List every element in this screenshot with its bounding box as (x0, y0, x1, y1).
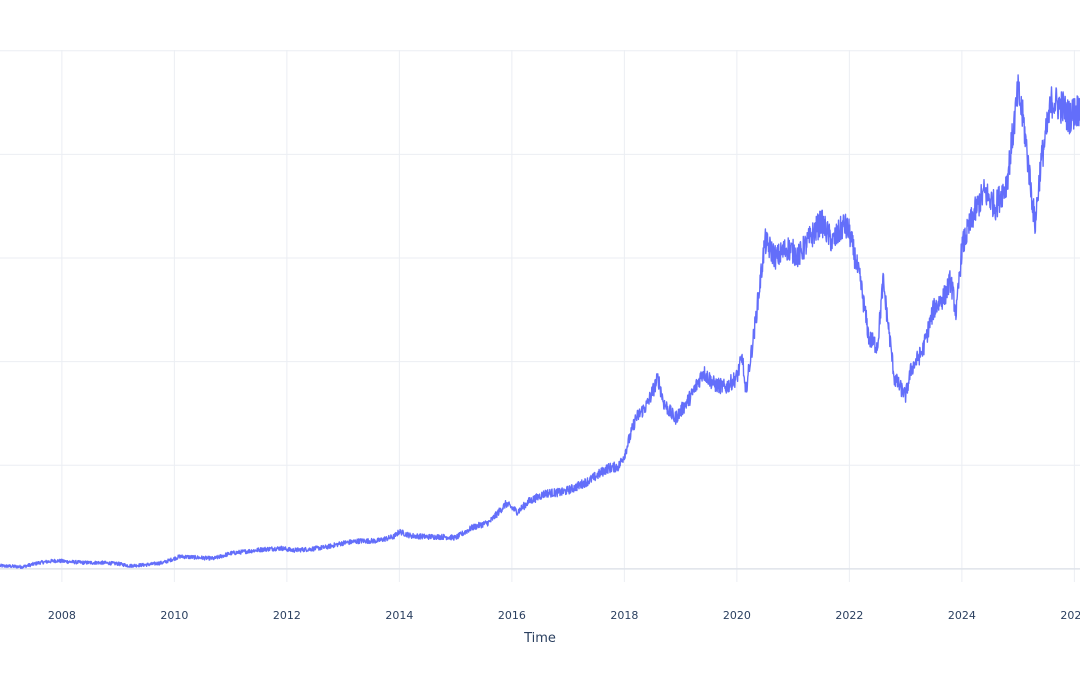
x-axis-tick-labels: 2008 2010 2012 2014 2016 2018 2020 2022 2024 2026 (48, 609, 1080, 622)
x-tick-label-2026: 2026 (1060, 609, 1080, 622)
x-tick-label-2016: 2016 (498, 609, 526, 622)
x-tick-label-2012: 2012 (273, 609, 301, 622)
series-line-0 (0, 74, 1080, 570)
x-tick-label-2008: 2008 (48, 609, 76, 622)
x-tick-label-2024: 2024 (948, 609, 976, 622)
gridlines (0, 50, 1080, 582)
x-tick-label-2020: 2020 (723, 609, 751, 622)
x-tick-label-2010: 2010 (160, 609, 188, 622)
x-tick-label-2022: 2022 (835, 609, 863, 622)
series-layer (0, 74, 1080, 570)
x-tick-label-2018: 2018 (610, 609, 638, 622)
x-axis-title: Time (523, 631, 556, 646)
x-tick-label-2014: 2014 (385, 609, 413, 622)
